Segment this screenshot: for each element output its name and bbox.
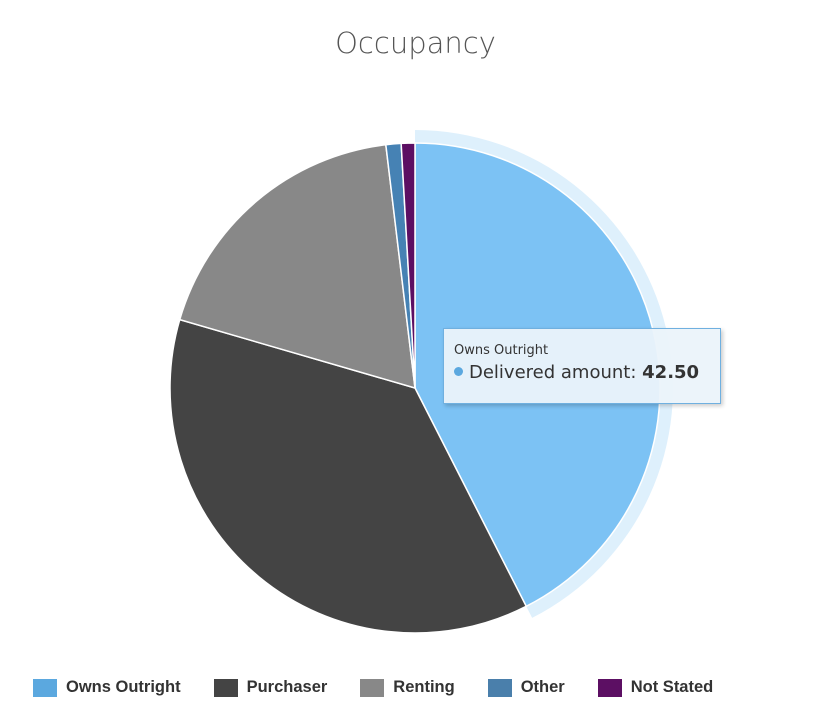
legend: Owns Outright Purchaser Renting Other Not St… [33, 678, 746, 697]
legend-label: Not Stated [630, 678, 714, 696]
legend-label: Renting [393, 678, 455, 696]
chart-title: Occupancy [335, 26, 496, 60]
legend-label: Purchaser [246, 678, 328, 696]
legend-item-other[interactable]: Other [487, 678, 565, 697]
tooltip-value: 42.50 [642, 362, 700, 383]
pie-slice-purchaser[interactable] [169, 318, 528, 634]
tooltip-dot-icon [454, 367, 463, 376]
pie-slice-renting[interactable] [178, 143, 416, 390]
legend-label: Other [520, 678, 565, 696]
tooltip-series-label: Delivered amount: [469, 362, 643, 383]
legend-item-not-stated[interactable]: Not Stated [597, 678, 714, 697]
legend-label: Owns Outright [66, 678, 181, 696]
legend-item-owns-outright[interactable]: Owns Outright [33, 678, 181, 697]
tooltip: Owns Outright Delivered amount: 42.50 [443, 328, 721, 404]
tooltip-series-line: Delivered amount: 42.50 [454, 362, 710, 383]
tooltip-point-name: Owns Outright [454, 343, 549, 358]
legend-item-purchaser[interactable]: Purchaser [213, 678, 328, 697]
legend-swatch [487, 678, 512, 697]
legend-swatch [213, 678, 238, 697]
legend-swatch [33, 678, 57, 697]
legend-item-renting[interactable]: Renting [360, 678, 455, 697]
legend-swatch [360, 678, 385, 697]
pie-slice-not-stated[interactable] [400, 142, 416, 389]
legend-swatch [597, 678, 622, 697]
